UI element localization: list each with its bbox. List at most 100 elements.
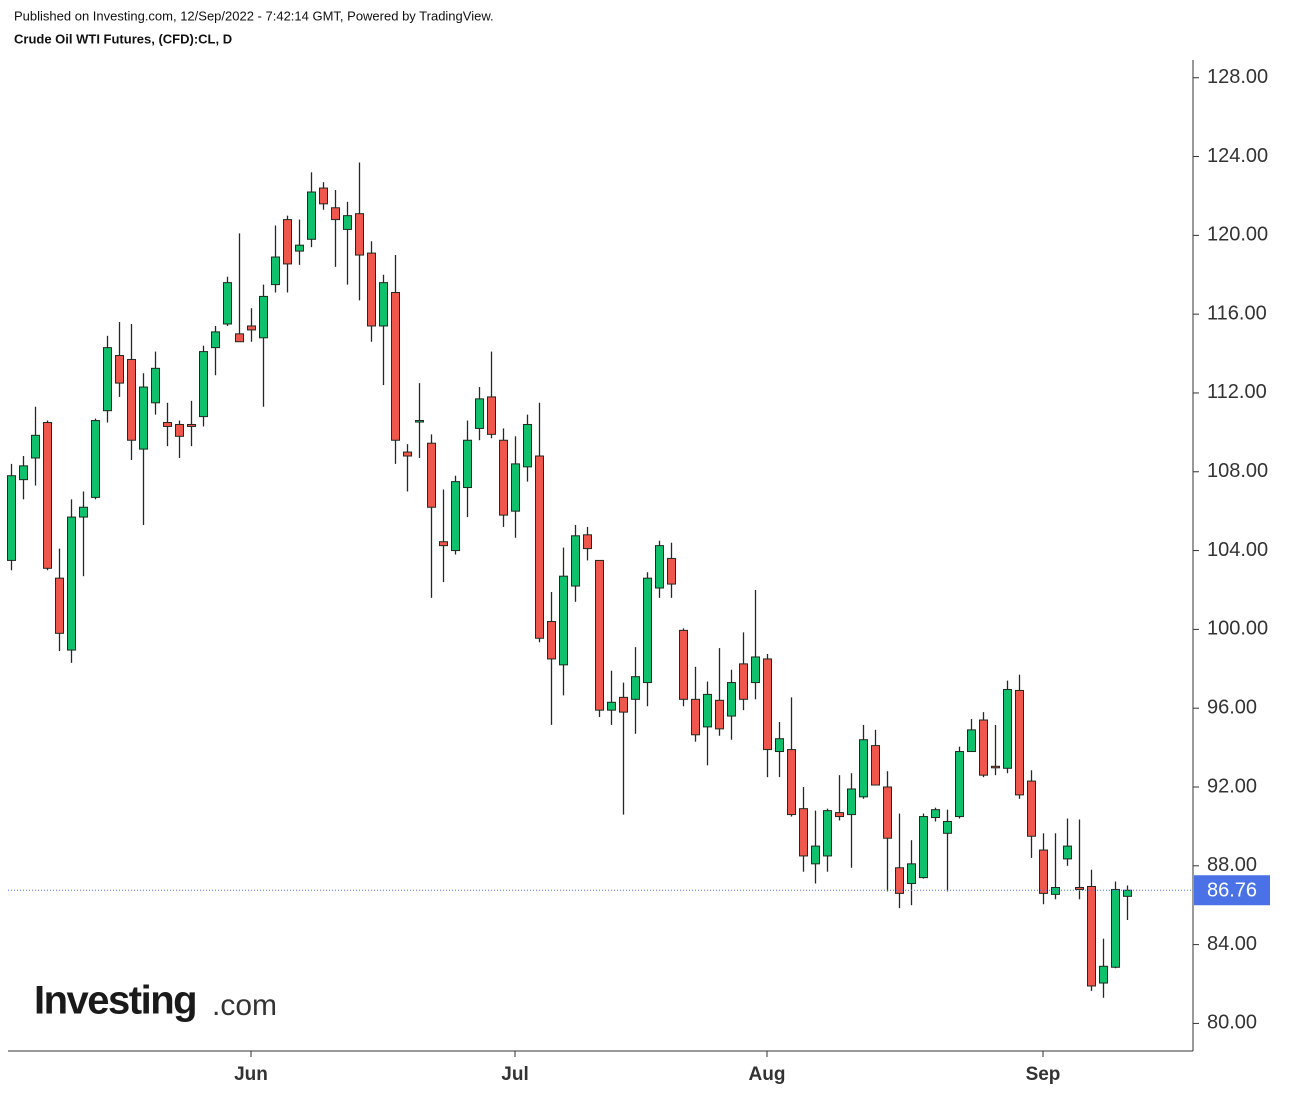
candle-body	[619, 696, 628, 713]
candle-body	[403, 451, 412, 457]
candle-body	[583, 534, 592, 550]
candle-body	[727, 682, 736, 717]
candle-body	[55, 577, 64, 634]
candle-body	[835, 812, 844, 818]
candle-body	[355, 213, 364, 256]
candle-body	[259, 295, 268, 339]
candle-body	[979, 719, 988, 776]
candle-body	[1051, 886, 1060, 895]
candle-body	[451, 481, 460, 552]
candle-body	[763, 658, 772, 751]
candle-body	[559, 575, 568, 666]
candle-body	[271, 256, 280, 286]
candle-body	[163, 422, 172, 427]
last-price-box	[1194, 875, 1270, 906]
candle-body	[919, 816, 928, 879]
candle-body	[907, 863, 916, 885]
x-tick-label: Jun	[234, 1064, 268, 1085]
candle-body	[439, 541, 448, 547]
candle-body	[343, 215, 352, 230]
candle-body	[823, 810, 832, 857]
candle-body	[655, 545, 664, 589]
candle-body	[631, 676, 640, 700]
candle-body	[199, 351, 208, 418]
candle-body	[991, 765, 1000, 769]
candle-body	[319, 187, 328, 205]
candle-body	[139, 386, 148, 450]
candle-body	[895, 867, 904, 894]
candle-body	[943, 820, 952, 834]
candle-body	[847, 788, 856, 816]
y-tick-label: 124.00	[1207, 145, 1268, 167]
candle-body	[547, 621, 556, 660]
candle-body	[247, 325, 256, 331]
logo: Investing .com	[34, 979, 277, 1023]
candle-body	[751, 656, 760, 684]
candle-body	[667, 557, 676, 585]
candle-body	[307, 191, 316, 240]
candle-body	[523, 423, 532, 468]
candle-body	[1015, 689, 1024, 796]
candle-body	[331, 207, 340, 221]
candle-body	[19, 465, 28, 481]
candle-body	[1075, 886, 1084, 890]
candle-body	[715, 699, 724, 730]
candle-body	[679, 629, 688, 700]
candle-body	[1003, 688, 1012, 769]
candle-body	[775, 738, 784, 753]
candle-body	[787, 749, 796, 816]
candle-body	[931, 809, 940, 819]
candle-body	[103, 347, 112, 412]
candle-body	[295, 244, 304, 252]
y-tick-label: 88.00	[1207, 854, 1257, 876]
candle-body	[739, 663, 748, 700]
candle-body	[607, 701, 616, 711]
candle-body	[235, 333, 244, 343]
candle-body	[463, 439, 472, 489]
candle-body	[1111, 888, 1120, 968]
candle-body	[379, 282, 388, 327]
logo-suffix: .com	[212, 989, 277, 1022]
candle-body	[211, 331, 220, 349]
candle-body	[127, 358, 136, 441]
candle-body	[1099, 965, 1108, 984]
candle-body	[811, 845, 820, 865]
candle-body	[151, 367, 160, 404]
candle-body	[1039, 849, 1048, 894]
candle-body	[571, 535, 580, 587]
candle-body	[487, 396, 496, 435]
y-tick-label: 100.00	[1207, 618, 1268, 640]
candle-body	[367, 252, 376, 327]
candle-body	[187, 423, 196, 427]
candle-body	[643, 577, 652, 684]
y-tick-label: 112.00	[1207, 381, 1267, 403]
candle-body	[283, 219, 292, 265]
candle-body	[595, 559, 604, 711]
candle-body	[703, 693, 712, 728]
candle-body	[499, 439, 508, 516]
candle-body	[967, 729, 976, 753]
candle-body	[1123, 889, 1132, 897]
candle-body	[799, 808, 808, 857]
candle-body	[1087, 885, 1096, 987]
instrument-title: Crude Oil WTI Futures, (CFD):CL, D	[14, 31, 232, 46]
candle-body	[415, 420, 424, 423]
candle-body	[871, 745, 880, 786]
x-tick-label: Aug	[749, 1064, 786, 1085]
y-tick-label: 84.00	[1207, 933, 1257, 955]
y-tick-label: 108.00	[1207, 460, 1268, 482]
y-tick-label: 92.00	[1207, 775, 1257, 797]
y-tick-label: 80.00	[1207, 1012, 1257, 1034]
candle-body	[1063, 845, 1072, 860]
candle-body	[883, 786, 892, 839]
last-price-label: 86.76	[1207, 880, 1257, 902]
x-tick-label: Sep	[1026, 1064, 1061, 1085]
y-tick-label: 116.00	[1207, 302, 1267, 324]
y-tick-label: 104.00	[1207, 539, 1268, 561]
x-tick-label: Jul	[501, 1064, 528, 1085]
candle-body	[7, 475, 16, 561]
y-tick-label: 96.00	[1207, 696, 1257, 718]
candle-body	[535, 455, 544, 639]
candle-body	[955, 751, 964, 818]
